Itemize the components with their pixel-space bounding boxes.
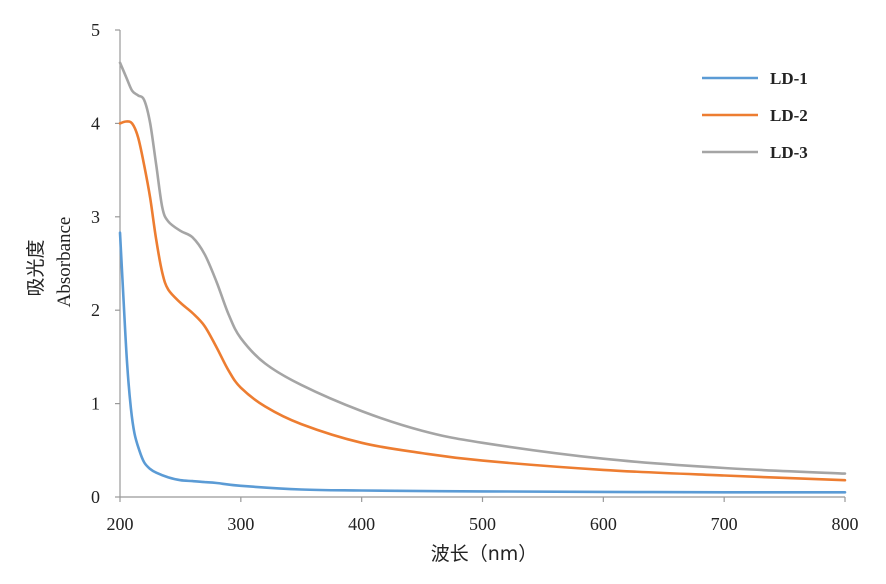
x-tick-label: 400 — [348, 514, 375, 534]
y-tick-label: 3 — [91, 207, 100, 227]
x-tick-label: 700 — [711, 514, 738, 534]
legend-label-ld-1: LD-1 — [770, 69, 808, 88]
y-tick-label: 4 — [91, 113, 100, 133]
legend-label-ld-2: LD-2 — [770, 106, 808, 125]
legend-label-ld-3: LD-3 — [770, 143, 808, 162]
y-axis-label-en: Absorbance — [54, 217, 75, 308]
series-line-ld-1 — [118, 231, 847, 494]
y-tick-label: 1 — [91, 394, 100, 414]
x-tick-label: 500 — [469, 514, 496, 534]
y-tick-label: 2 — [91, 300, 100, 320]
x-tick-label: 300 — [227, 514, 254, 534]
legend: LD-1 LD-2 LD-3 — [702, 69, 808, 162]
x-axis-ticks: 200 300 400 500 600 700 800 — [107, 497, 859, 534]
x-tick-label: 800 — [832, 514, 859, 534]
x-axis-label: 波长（nm） — [431, 543, 538, 565]
y-axis-label-cn: 吸光度 — [25, 239, 47, 296]
x-tick-label: 600 — [590, 514, 617, 534]
y-tick-label: 0 — [91, 487, 100, 507]
y-axis-ticks: 0 1 2 3 4 5 — [91, 20, 120, 507]
x-tick-label: 200 — [107, 514, 134, 534]
series-line-ld-3 — [118, 61, 847, 475]
series-line-ld-2 — [118, 120, 847, 482]
y-tick-label: 5 — [91, 20, 100, 40]
plot-area — [118, 61, 847, 494]
